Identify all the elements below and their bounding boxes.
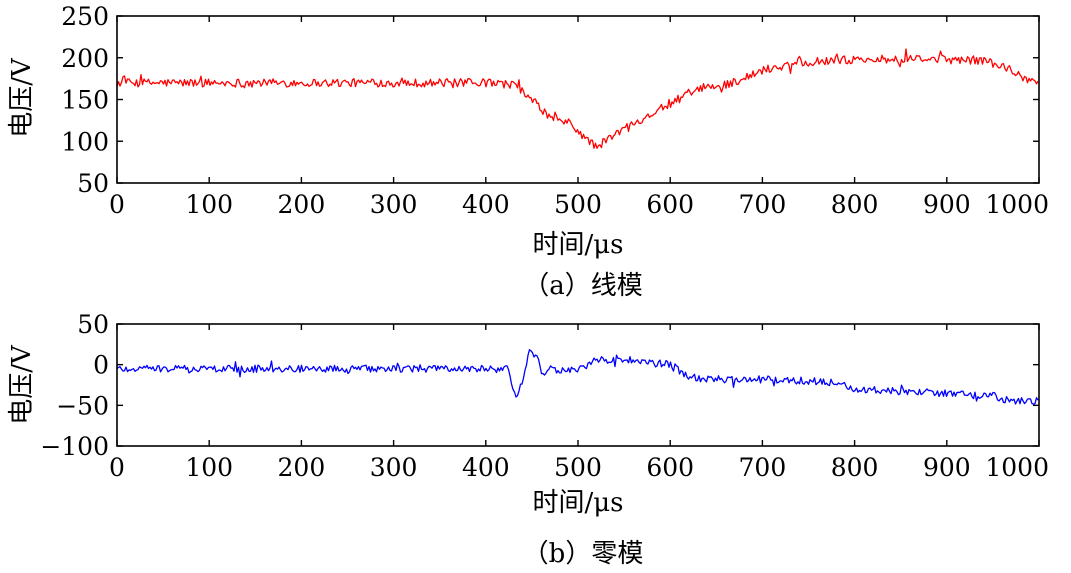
- line-mode-x-tick-label: 900: [923, 190, 971, 219]
- zero-mode-chart: −100 −50 0 50 0 100 200 300 400 500 600 700 800 900 1…: [7, 310, 1049, 569]
- line-mode-y-tick-label: 150: [61, 86, 109, 115]
- zero-mode-x-tick-label: 400: [462, 453, 510, 482]
- line-mode-plot-frame: [116, 15, 1040, 184]
- zero-mode-y-axis-label: 电压/V: [7, 344, 37, 425]
- zero-mode-series-line: [117, 349, 1039, 405]
- line-mode-y-tick-labels: 50 100 150 200 250: [61, 2, 109, 198]
- line-mode-y-tick-label: 200: [61, 44, 109, 73]
- zero-mode-x-axis-label: 时间/μs: [532, 488, 623, 518]
- line-mode-y-axis-label: 电压/V: [7, 57, 37, 138]
- zero-mode-x-tick-label: 900: [923, 453, 971, 482]
- zero-mode-y-tick-labels: −100 −50 0 50: [40, 310, 109, 461]
- zero-mode-y-tick-label: −50: [56, 391, 109, 420]
- line-mode-x-tick-label: 400: [462, 190, 510, 219]
- zero-mode-x-tick-label: 100: [185, 453, 233, 482]
- line-mode-x-tick-label: 800: [831, 190, 879, 219]
- zero-mode-y-tick-label: 50: [77, 310, 109, 339]
- zero-mode-plot-frame: [116, 323, 1040, 447]
- line-mode-x-tick-label: 200: [278, 190, 326, 219]
- line-mode-y-tick-label: 100: [61, 127, 109, 156]
- zero-mode-x-tick-label: 0: [109, 453, 125, 482]
- line-mode-x-tick-label: 0: [109, 190, 125, 219]
- line-mode-x-axis-label: 时间/μs: [532, 230, 623, 260]
- line-mode-x-tick-label: 700: [739, 190, 787, 219]
- zero-mode-x-tick-label: 700: [739, 453, 787, 482]
- zero-mode-caption: （b）零模: [523, 539, 644, 569]
- line-mode-x-tick-label: 1000: [985, 190, 1049, 219]
- zero-mode-x-tick-label: 200: [278, 453, 326, 482]
- zero-mode-plot-content: [117, 349, 1039, 405]
- zero-mode-x-tick-label: 800: [831, 453, 879, 482]
- line-mode-chart: 50 100 150 200 250 0 100 200 300 400 500 600 700 800…: [7, 2, 1049, 301]
- zero-mode-x-tick-labels: 0 100 200 300 400 500 600 700 800 900 1000: [109, 453, 1049, 482]
- zero-mode-tick-marks: [116, 323, 1040, 447]
- line-mode-x-tick-label: 300: [370, 190, 418, 219]
- zero-mode-y-tick-label: 0: [93, 351, 109, 380]
- line-mode-plot-content: [117, 48, 1039, 149]
- line-mode-x-tick-label: 100: [185, 190, 233, 219]
- zero-mode-x-tick-label: 300: [370, 453, 418, 482]
- zero-mode-x-tick-label: 500: [554, 453, 602, 482]
- line-mode-caption: （a）线模: [523, 271, 643, 301]
- line-mode-x-tick-label: 600: [646, 190, 694, 219]
- line-mode-x-tick-label: 500: [554, 190, 602, 219]
- line-mode-x-tick-labels: 0 100 200 300 400 500 600 700 800 900 1000: [109, 190, 1049, 219]
- zero-mode-x-tick-label: 600: [646, 453, 694, 482]
- zero-mode-y-tick-label: −100: [40, 432, 109, 461]
- line-mode-tick-marks: [116, 15, 1040, 184]
- line-mode-y-tick-label: 50: [77, 169, 109, 198]
- zero-mode-x-tick-label: 1000: [985, 453, 1049, 482]
- line-mode-y-tick-label: 250: [61, 2, 109, 31]
- line-mode-series-line: [117, 48, 1039, 149]
